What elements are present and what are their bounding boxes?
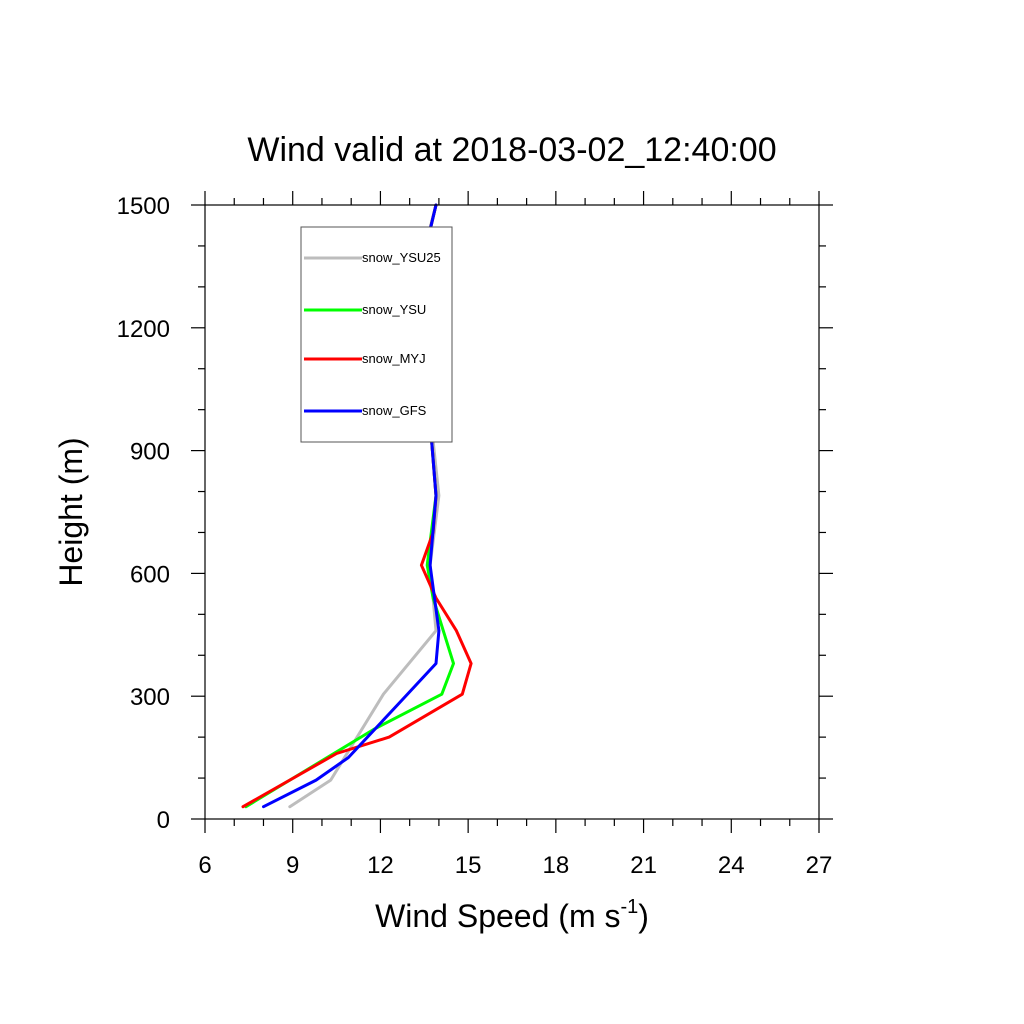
x-tick-label: 6 — [198, 852, 211, 879]
x-axis-label: Wind Speed (m s-1) — [375, 896, 649, 934]
legend-box — [300, 226, 453, 443]
x-tick-label: 15 — [455, 852, 482, 879]
x-axis-label-main: Wind Speed (m s — [375, 898, 620, 934]
x-tick-label: 27 — [806, 852, 833, 879]
legend-label: snow_YSU — [362, 302, 426, 317]
plot-frame — [204, 204, 820, 820]
tick-labels: 6 9 12 15 18 21 24 27 0 300 600 900 1200 1500 — [117, 193, 833, 879]
x-axis-label-close: ) — [638, 898, 649, 934]
y-tick-label: 0 — [157, 807, 170, 834]
y-tick-label: 600 — [130, 561, 170, 588]
legend-label: snow_YSU25 — [362, 250, 441, 265]
x-tick-label: 9 — [286, 852, 299, 879]
y-tick-label: 1500 — [117, 193, 170, 220]
x-axis-label-superscript: -1 — [620, 896, 638, 918]
y-tick-label: 900 — [130, 439, 170, 466]
axis-ticks — [191, 191, 833, 833]
y-tick-label: 1200 — [117, 316, 170, 343]
y-tick-label: 300 — [130, 684, 170, 711]
legend-label: snow_MYJ — [362, 351, 426, 366]
chart-title: Wind valid at 2018-03-02_12:40:00 — [247, 131, 776, 169]
legend: snow_YSU25 snow_YSU snow_MYJ snow_GFS — [300, 226, 453, 443]
y-axis-label: Height (m) — [53, 437, 89, 586]
x-tick-label: 18 — [543, 852, 570, 879]
x-tick-label: 12 — [367, 852, 394, 879]
x-tick-label: 21 — [630, 852, 657, 879]
x-tick-label: 24 — [718, 852, 745, 879]
legend-label: snow_GFS — [362, 403, 427, 418]
